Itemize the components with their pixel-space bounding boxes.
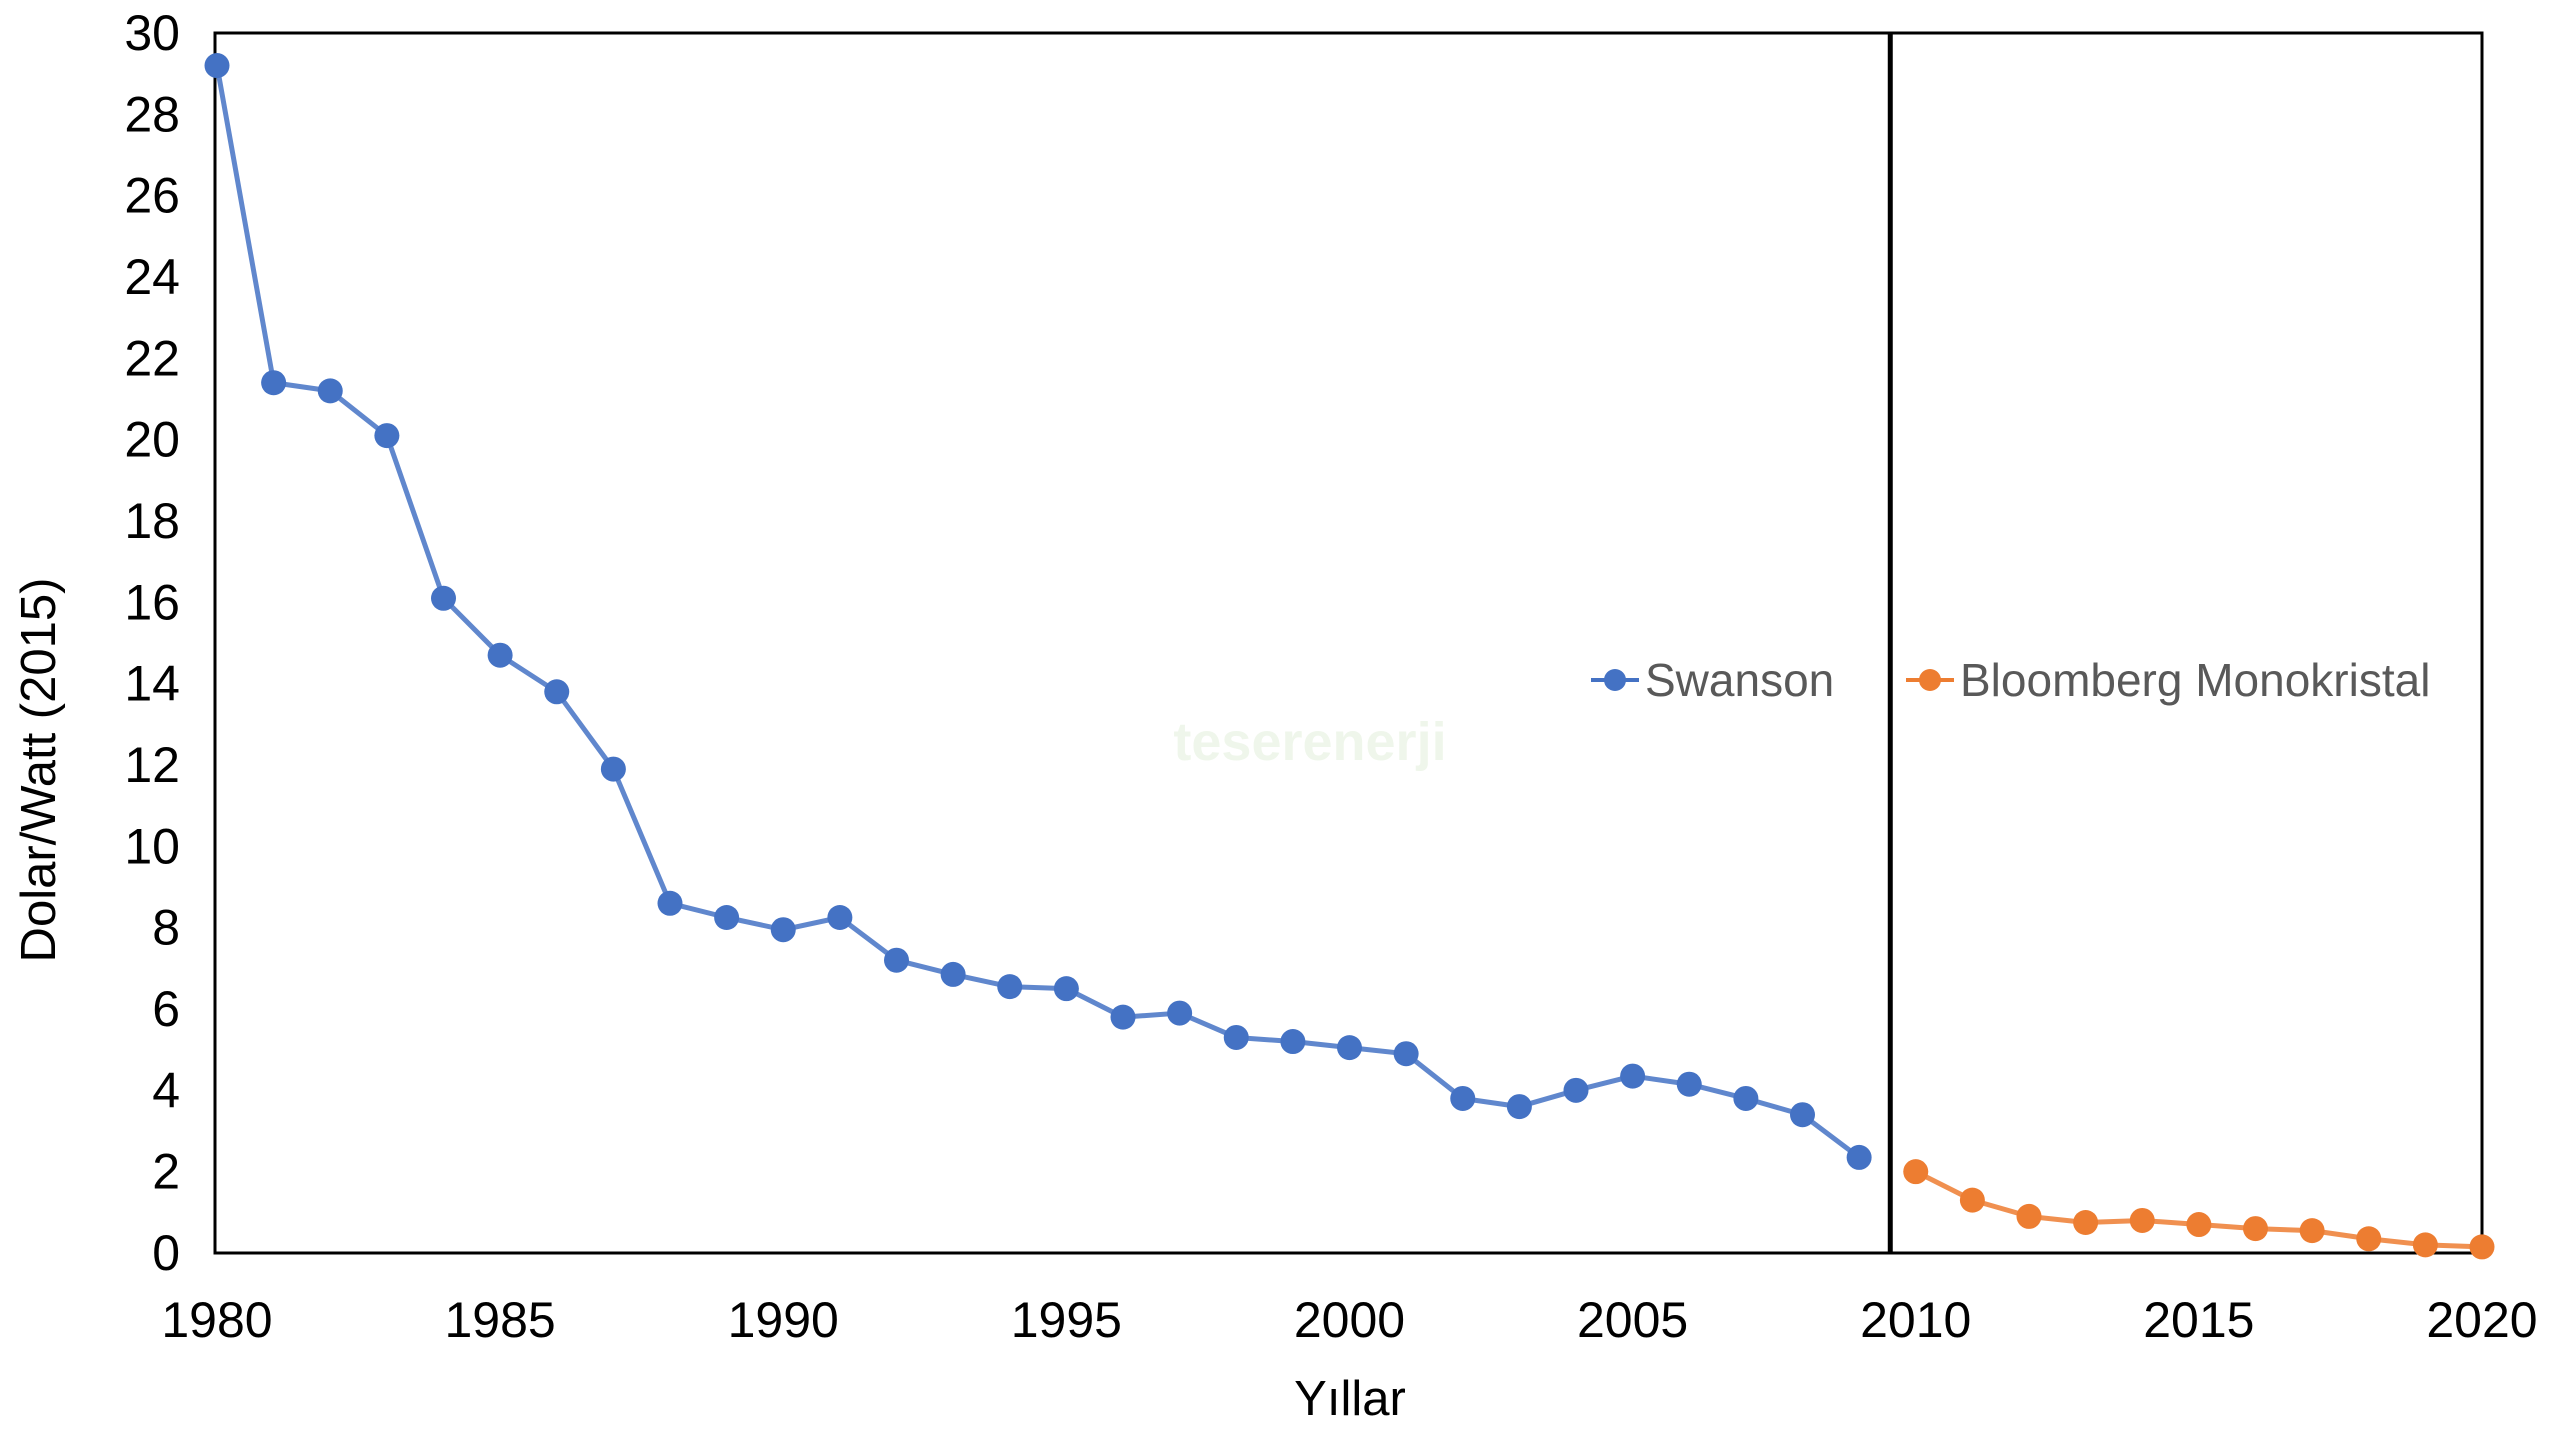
data-point-swanson-1990 xyxy=(770,917,796,943)
y-tick-label-30: 30 xyxy=(124,5,180,61)
data-point-swanson-2007 xyxy=(1733,1085,1759,1111)
x-tick-label-1995: 1995 xyxy=(1011,1292,1122,1348)
data-point-swanson-1991 xyxy=(827,905,853,930)
y-tick-label-6: 6 xyxy=(152,981,180,1037)
data-point-swanson-2008 xyxy=(1790,1102,1815,1128)
data-point-swanson-1999 xyxy=(1280,1029,1306,1055)
y-tick-label-20: 20 xyxy=(124,412,180,468)
data-point-bloomberg-monokristal-2011 xyxy=(1959,1187,1985,1213)
data-point-swanson-1982 xyxy=(317,378,343,404)
data-point-swanson-1980 xyxy=(204,53,230,79)
legend-label-bloomberg: Bloomberg Monokristal xyxy=(1960,654,2430,706)
y-tick-label-12: 12 xyxy=(124,737,180,793)
data-point-bloomberg-monokristal-2014 xyxy=(2129,1207,2155,1233)
data-point-swanson-1992 xyxy=(884,947,909,973)
watermark: teserenerji xyxy=(1173,712,1446,772)
y-tick-label-26: 26 xyxy=(124,168,180,224)
x-tick-label-2020: 2020 xyxy=(2426,1292,2537,1348)
y-tick-label-0: 0 xyxy=(152,1225,180,1281)
y-tick-label-22: 22 xyxy=(124,330,180,386)
data-point-swanson-1993 xyxy=(940,961,966,987)
y-tick-label-24: 24 xyxy=(124,249,180,305)
legend-marker-swanson xyxy=(1604,669,1626,691)
data-point-swanson-2003 xyxy=(1506,1094,1532,1120)
x-tick-label-1985: 1985 xyxy=(445,1292,556,1348)
x-tick-label-2005: 2005 xyxy=(1577,1292,1688,1348)
y-tick-label-18: 18 xyxy=(124,493,180,549)
legend: Swanson Bloomberg Monokristal xyxy=(1591,654,2430,706)
x-axis-tick-labels: 1980 1985 1990 1995 2000 2005 2010 2015 2020 xyxy=(161,1292,2537,1348)
data-point-bloomberg-monokristal-2010 xyxy=(1903,1159,1929,1185)
y-tick-label-8: 8 xyxy=(152,900,180,956)
data-point-swanson-1989 xyxy=(714,905,740,930)
data-point-bloomberg-monokristal-2017 xyxy=(2299,1218,2325,1244)
data-point-swanson-2005 xyxy=(1620,1063,1646,1089)
legend-marker-bloomberg xyxy=(1919,669,1941,691)
data-series xyxy=(204,53,2495,1260)
x-tick-label-2000: 2000 xyxy=(1294,1292,1405,1348)
data-point-bloomberg-monokristal-2018 xyxy=(2356,1226,2382,1252)
x-tick-label-2010: 2010 xyxy=(1860,1292,1971,1348)
series-line-swanson xyxy=(214,63,1862,1160)
data-point-swanson-1995 xyxy=(1053,976,1079,1002)
data-point-swanson-2000 xyxy=(1337,1035,1362,1061)
data-point-swanson-1983 xyxy=(374,423,400,449)
x-tick-label-1980: 1980 xyxy=(161,1292,272,1348)
data-point-swanson-1994 xyxy=(997,974,1023,1000)
y-tick-label-10: 10 xyxy=(124,818,180,874)
data-point-bloomberg-monokristal-2019 xyxy=(2412,1232,2438,1258)
legend-item-swanson: Swanson xyxy=(1591,654,1834,706)
data-point-swanson-1998 xyxy=(1223,1024,1249,1050)
data-point-swanson-1988 xyxy=(657,890,683,916)
data-point-swanson-2001 xyxy=(1393,1041,1419,1067)
series-swanson xyxy=(204,53,1872,1170)
data-point-swanson-1985 xyxy=(487,642,513,668)
y-tick-label-28: 28 xyxy=(124,86,180,142)
data-point-swanson-1986 xyxy=(544,679,570,705)
data-point-swanson-2004 xyxy=(1563,1077,1589,1103)
data-point-bloomberg-monokristal-2020 xyxy=(2469,1234,2495,1260)
data-point-swanson-1987 xyxy=(600,756,626,782)
data-point-bloomberg-monokristal-2012 xyxy=(2016,1203,2042,1229)
data-point-swanson-2002 xyxy=(1450,1085,1476,1111)
data-point-swanson-2009 xyxy=(1846,1144,1872,1170)
data-point-swanson-1997 xyxy=(1167,1000,1193,1026)
y-tick-label-14: 14 xyxy=(124,656,180,712)
y-tick-label-16: 16 xyxy=(124,574,180,630)
x-tick-label-1990: 1990 xyxy=(728,1292,839,1348)
data-point-swanson-1984 xyxy=(431,585,456,611)
data-point-bloomberg-monokristal-2015 xyxy=(2186,1212,2212,1238)
y-tick-label-2: 2 xyxy=(152,1144,180,1200)
x-axis-title: Yıllar xyxy=(1294,1372,1406,1426)
legend-item-bloomberg: Bloomberg Monokristal xyxy=(1906,654,2430,706)
plot-border xyxy=(213,31,2484,1255)
data-point-bloomberg-monokristal-2016 xyxy=(2243,1216,2268,1242)
legend-label-swanson: Swanson xyxy=(1645,654,1834,706)
y-axis-title: Dolar/Watt (2015) xyxy=(12,578,66,963)
series-bloomberg-monokristal xyxy=(1903,1159,2495,1260)
y-tick-label-4: 4 xyxy=(152,1062,180,1118)
data-point-swanson-1996 xyxy=(1110,1004,1136,1030)
data-point-swanson-2006 xyxy=(1676,1071,1702,1097)
data-point-bloomberg-monokristal-2013 xyxy=(2073,1210,2099,1235)
data-point-swanson-1981 xyxy=(261,370,287,396)
x-tick-label-2015: 2015 xyxy=(2143,1292,2254,1348)
